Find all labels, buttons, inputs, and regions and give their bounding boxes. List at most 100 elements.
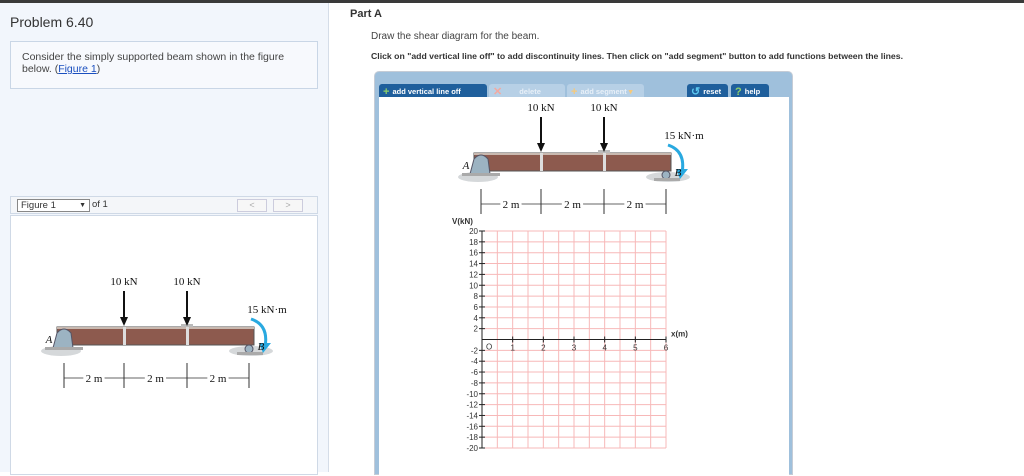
dimension-label: 2 m [210,373,227,385]
support-base-a [462,173,500,176]
intro-text: Consider the simply supported beam shown… [22,51,285,75]
y-tick-label: -4 [471,357,479,366]
drawing-tool: + add vertical line off ✕ delete + add segm… [374,71,793,476]
top-bar [0,0,1024,3]
y-tick-label: 6 [474,303,479,312]
dropdown-arrow-icon: ▼ [79,202,86,209]
beam-figure: 10 kN 10 kN 15 kN·m A B 2 m 2 m 2 m [458,102,704,214]
figure-link[interactable]: Figure 1 [58,63,97,75]
stiffener [186,327,189,345]
part-a-panel: Part A Draw the shear diagram for the be… [330,3,1024,476]
support-a-label: A [462,160,470,172]
figure-select-value: Figure 1 [21,200,56,211]
figure-box: 10 kN 10 kN 15 kN·m A B 2 m 2 m 2 m [10,215,318,475]
label: reset [703,87,722,96]
y-tick-label: -6 [471,368,479,377]
label: add vertical line off [392,87,461,96]
x-tick-label: 1 [510,344,515,353]
moment-label: 15 kN·m [664,130,704,142]
load-label: 10 kN [590,102,617,114]
dimension-label: 2 m [503,199,520,211]
y-tick-label: 16 [469,249,478,258]
x-tick-label: 5 [633,344,638,353]
roller-support-b [244,344,254,354]
x-tick-label: 2 [541,344,546,353]
figure-select[interactable]: Figure 1 ▼ [17,199,90,212]
plus-icon: + [383,86,390,98]
moment-label: 15 kN·m [247,304,287,316]
next-figure-button[interactable]: > [273,199,303,212]
x-tick-label: 4 [602,344,607,353]
y-tick-label: -2 [471,346,479,355]
instruction-2: Click on "add vertical line off" to add … [371,51,903,61]
y-tick-label: -10 [466,390,478,399]
load-label: 10 kN [173,276,200,288]
x-icon: ✕ [493,86,503,98]
y-tick-label: -12 [466,401,478,410]
arrowhead-icon [183,317,191,326]
y-tick-label: 8 [474,292,479,301]
beam [56,326,255,346]
moment-arrowhead-icon [259,343,271,353]
beam-figure: 10 kN 10 kN 15 kN·m A B 2 m 2 m 2 m [41,276,287,388]
support-b-label: B [675,167,682,179]
y-tick-label: 20 [469,227,478,236]
y-tick-label: -16 [466,422,478,431]
dimension-label: 2 m [86,373,103,385]
plus-icon: + [571,86,578,98]
label: delete [519,87,541,96]
problem-title: Problem 6.40 [10,14,94,30]
pin-support-a [469,154,491,175]
load-label: 10 kN [527,102,554,114]
y-tick-label: 2 [474,325,479,334]
intro-close: ) [96,63,101,75]
arrowhead-icon [537,143,545,152]
y-tick-label: 4 [474,314,479,323]
dimension-label: 2 m [147,373,164,385]
beam [473,152,672,172]
y-tick-label: 10 [469,281,478,290]
figure-toolbar: Figure 1 ▼ of 1 < > [10,196,318,214]
dimension-label: 2 m [627,199,644,211]
part-title: Part A [350,8,382,20]
help-button[interactable]: ? help [731,84,769,99]
stiffener [603,153,606,171]
y-axis-label: V(kN) [452,217,473,226]
shear-diagram-graph[interactable]: 2018161412108642-2-4-6-8-10-12-14-16-18-… [379,215,789,476]
beam-flange [57,327,254,329]
dropdown-arrow-icon: ▾ [628,87,633,96]
x-tick-label: 6 [664,344,669,353]
reset-button[interactable]: ↺ reset [687,84,728,99]
pin-support-a [52,328,74,349]
y-tick-label: 14 [469,260,478,269]
problem-intro: Consider the simply supported beam shown… [10,41,318,89]
support-base-b [654,178,680,181]
y-tick-label: 18 [469,238,478,247]
y-tick-label: -14 [466,411,478,420]
figure-count: of 1 [92,199,108,210]
beam-flange [474,153,671,155]
roller-support-b [661,170,671,180]
support-b-label: B [258,341,265,353]
support-a-label: A [45,334,53,346]
instruction-1: Draw the shear diagram for the beam. [371,31,540,42]
delete-button[interactable]: ✕ delete [489,84,565,99]
y-tick-label: -20 [466,444,478,453]
stiffener [540,153,543,171]
stiffener [123,327,126,345]
support-base-a [45,347,83,350]
help-icon: ? [735,86,742,98]
problem-panel: Problem 6.40 Consider the simply support… [0,3,329,475]
x-tick-label: 3 [572,344,577,353]
add-vertical-line-button[interactable]: + add vertical line off [379,84,487,99]
y-tick-label: -8 [471,379,479,388]
add-segment-button[interactable]: + add segment ▾ [567,84,644,99]
label: add segment [580,87,627,96]
reset-icon: ↺ [691,86,701,98]
load-label: 10 kN [110,276,137,288]
arrowhead-icon [600,143,608,152]
moment-arrowhead-icon [676,169,688,179]
prev-figure-button[interactable]: < [237,199,267,212]
dimension-label: 2 m [564,199,581,211]
